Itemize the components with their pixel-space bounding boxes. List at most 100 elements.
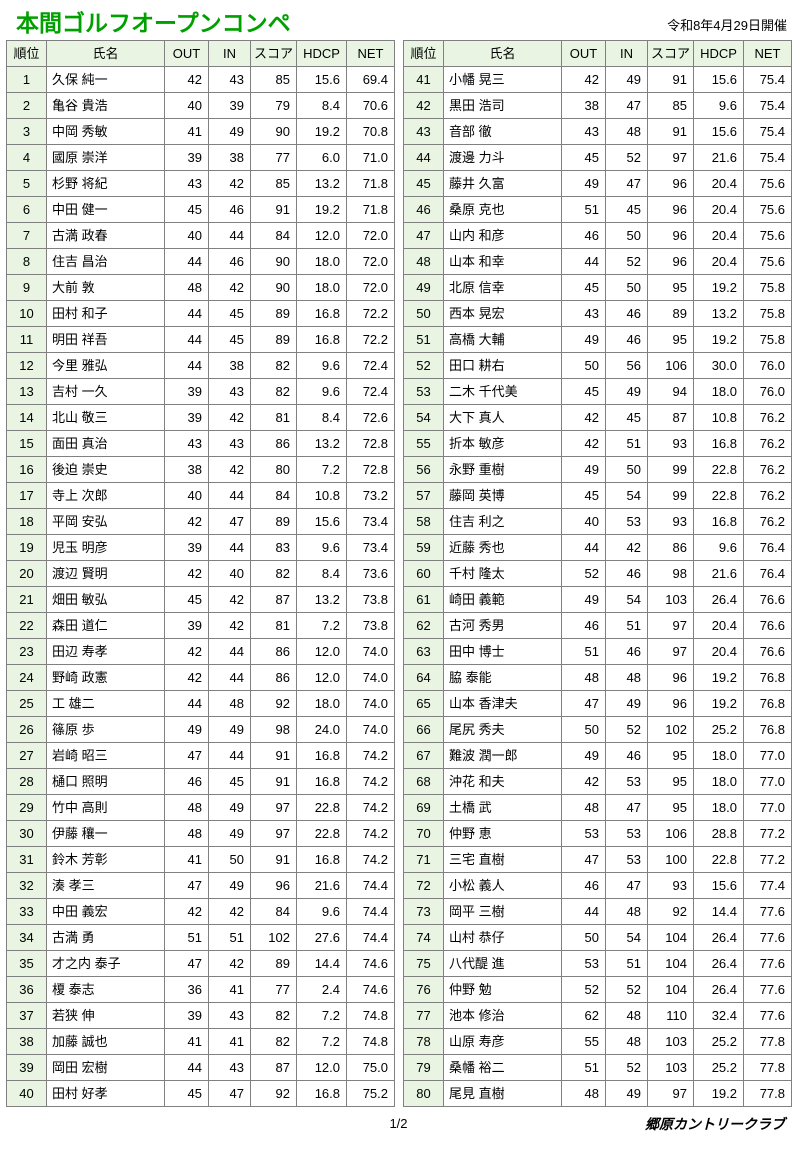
cell-name: 篠原 歩 <box>46 716 165 743</box>
cell-rank: 32 <box>6 872 47 899</box>
cell-score: 91 <box>647 118 694 145</box>
cell-rank: 44 <box>403 144 444 171</box>
cell-rank: 75 <box>403 950 444 977</box>
cell-out: 40 <box>164 482 209 509</box>
cell-hdcp: 24.0 <box>296 716 347 743</box>
table-row: 1 久保 純一 42 43 85 15.6 69.4 <box>6 66 395 93</box>
cell-score: 85 <box>250 170 297 197</box>
cell-score: 96 <box>647 170 694 197</box>
table-row: 13 吉村 一久 39 43 82 9.6 72.4 <box>6 378 395 405</box>
cell-name: 土橋 武 <box>443 794 562 821</box>
cell-out: 39 <box>164 144 209 171</box>
cell-out: 41 <box>164 1028 209 1055</box>
cell-name: 加藤 誠也 <box>46 1028 165 1055</box>
cell-score: 91 <box>250 768 297 795</box>
header-hdcp: HDCP <box>693 40 744 67</box>
cell-net: 74.0 <box>346 638 395 665</box>
cell-net: 74.8 <box>346 1028 395 1055</box>
cell-score: 90 <box>250 118 297 145</box>
cell-rank: 3 <box>6 118 47 145</box>
cell-score: 97 <box>647 612 694 639</box>
cell-name: 渡辺 賢明 <box>46 560 165 587</box>
cell-in: 45 <box>208 326 251 353</box>
table-row: 65 山本 香津夫 47 49 96 19.2 76.8 <box>403 690 792 717</box>
cell-hdcp: 30.0 <box>693 352 744 379</box>
cell-in: 42 <box>208 612 251 639</box>
cell-hdcp: 15.6 <box>693 118 744 145</box>
table-row: 57 藤岡 英博 45 54 99 22.8 76.2 <box>403 482 792 509</box>
header-in: IN <box>605 40 648 67</box>
cell-score: 91 <box>250 742 297 769</box>
cell-name: 住吉 利之 <box>443 508 562 535</box>
cell-in: 42 <box>208 586 251 613</box>
cell-in: 46 <box>208 196 251 223</box>
cell-name: 小幡 晃三 <box>443 66 562 93</box>
cell-net: 74.2 <box>346 820 395 847</box>
cell-score: 103 <box>647 1054 694 1081</box>
table-row: 29 竹中 高則 48 49 97 22.8 74.2 <box>6 794 395 821</box>
cell-score: 96 <box>647 248 694 275</box>
table-header-row: 順位 氏名 OUT IN スコア HDCP NET <box>6 40 395 67</box>
cell-out: 45 <box>561 482 606 509</box>
cell-rank: 29 <box>6 794 47 821</box>
cell-score: 80 <box>250 456 297 483</box>
cell-score: 99 <box>647 482 694 509</box>
cell-rank: 76 <box>403 976 444 1003</box>
table-row: 25 工 雄二 44 48 92 18.0 74.0 <box>6 690 395 717</box>
cell-out: 45 <box>164 196 209 223</box>
cell-hdcp: 26.4 <box>693 976 744 1003</box>
cell-score: 86 <box>647 534 694 561</box>
cell-in: 49 <box>605 690 648 717</box>
cell-net: 72.2 <box>346 300 395 327</box>
cell-name: 千村 隆太 <box>443 560 562 587</box>
cell-name: 桑幡 裕二 <box>443 1054 562 1081</box>
header-score: スコア <box>647 40 694 67</box>
cell-net: 77.8 <box>743 1080 792 1107</box>
cell-score: 98 <box>250 716 297 743</box>
table-row: 24 野崎 政憲 42 44 86 12.0 74.0 <box>6 664 395 691</box>
cell-score: 100 <box>647 846 694 873</box>
cell-score: 85 <box>647 92 694 119</box>
cell-out: 52 <box>561 560 606 587</box>
cell-rank: 8 <box>6 248 47 275</box>
cell-name: 尾尻 秀夫 <box>443 716 562 743</box>
table-row: 58 住吉 利之 40 53 93 16.8 76.2 <box>403 508 792 535</box>
cell-out: 45 <box>561 144 606 171</box>
cell-rank: 58 <box>403 508 444 535</box>
cell-in: 46 <box>605 560 648 587</box>
table-row: 52 田口 耕右 50 56 106 30.0 76.0 <box>403 352 792 379</box>
cell-rank: 2 <box>6 92 47 119</box>
cell-out: 44 <box>561 248 606 275</box>
cell-hdcp: 9.6 <box>693 534 744 561</box>
cell-net: 73.4 <box>346 534 395 561</box>
cell-in: 52 <box>605 976 648 1003</box>
table-row: 19 児玉 明彦 39 44 83 9.6 73.4 <box>6 534 395 561</box>
cell-score: 82 <box>250 352 297 379</box>
cell-name: 古満 勇 <box>46 924 165 951</box>
cell-score: 85 <box>250 66 297 93</box>
table-row: 27 岩崎 昭三 47 44 91 16.8 74.2 <box>6 742 395 769</box>
cell-score: 103 <box>647 586 694 613</box>
cell-score: 91 <box>250 196 297 223</box>
cell-score: 93 <box>647 430 694 457</box>
table-row: 79 桑幡 裕二 51 52 103 25.2 77.8 <box>403 1054 792 1081</box>
cell-hdcp: 22.8 <box>296 794 347 821</box>
table-row: 36 榎 泰志 36 41 77 2.4 74.6 <box>6 976 395 1003</box>
cell-score: 95 <box>647 794 694 821</box>
cell-net: 72.2 <box>346 326 395 353</box>
cell-score: 104 <box>647 976 694 1003</box>
cell-out: 51 <box>561 638 606 665</box>
cell-out: 46 <box>561 222 606 249</box>
cell-out: 51 <box>164 924 209 951</box>
cell-net: 72.4 <box>346 352 395 379</box>
event-date: 令和8年4月29日開催 <box>667 18 787 33</box>
cell-name: 榎 泰志 <box>46 976 165 1003</box>
cell-net: 77.6 <box>743 898 792 925</box>
table-row: 56 永野 重樹 49 50 99 22.8 76.2 <box>403 456 792 483</box>
cell-in: 50 <box>605 222 648 249</box>
cell-name: 竹中 高則 <box>46 794 165 821</box>
cell-name: 中岡 秀敏 <box>46 118 165 145</box>
cell-score: 103 <box>647 1028 694 1055</box>
cell-out: 42 <box>164 508 209 535</box>
cell-score: 104 <box>647 950 694 977</box>
